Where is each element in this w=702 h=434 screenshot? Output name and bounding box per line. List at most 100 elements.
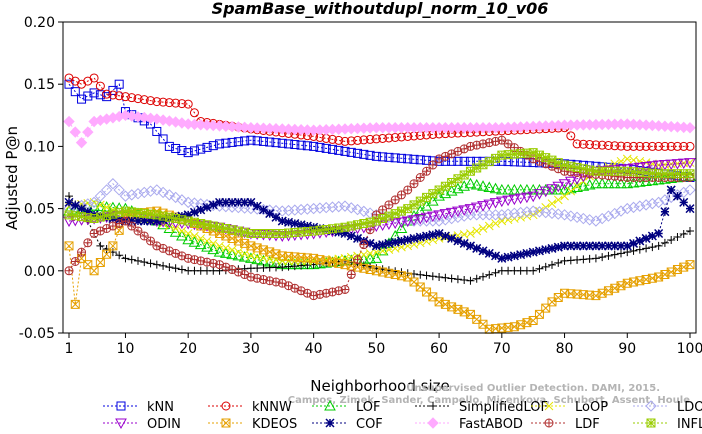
data-point [378, 133, 388, 143]
data-point [502, 208, 514, 220]
data-point [70, 76, 80, 86]
data-point [396, 153, 406, 163]
data-point [521, 206, 533, 218]
data-point [227, 137, 237, 147]
data-point [453, 236, 463, 246]
data-point [422, 192, 432, 202]
data-point [171, 143, 181, 153]
data-point [221, 197, 231, 207]
data-point [627, 201, 640, 214]
legend-item: FastABOD [415, 417, 523, 432]
data-point [453, 304, 463, 314]
data-point [75, 136, 88, 149]
x-tick-label: 80 [556, 341, 574, 357]
data-point [416, 173, 425, 182]
data-point [596, 212, 608, 225]
data-point [276, 205, 288, 217]
data-point [489, 198, 502, 209]
data-point [353, 233, 363, 243]
data-point [83, 91, 93, 101]
legend-item: LOF [312, 399, 381, 415]
data-point [434, 228, 444, 239]
data-point [547, 199, 557, 208]
data-point [401, 216, 414, 228]
data-point [196, 144, 206, 154]
data-point [77, 94, 87, 104]
plot-frame [62, 21, 697, 334]
data-point [384, 152, 394, 162]
data-point [472, 274, 481, 283]
data-point [340, 222, 350, 232]
data-point [666, 141, 676, 151]
data-point [121, 254, 130, 263]
y-axis: -0.05 0.00 0.05 0.10 0.15 0.20 [19, 15, 63, 342]
legend-marker [545, 419, 553, 427]
data-point [652, 196, 665, 209]
data-point [415, 232, 425, 242]
data-point [483, 181, 496, 192]
data-point [502, 195, 514, 207]
data-point [503, 252, 513, 262]
data-point [654, 272, 664, 282]
data-point [146, 236, 155, 245]
data-point [365, 150, 375, 160]
data-point [640, 199, 652, 211]
data-point [616, 281, 626, 291]
data-point [491, 153, 501, 163]
data-point [577, 180, 590, 191]
data-point [602, 210, 615, 222]
data-point [233, 137, 243, 147]
data-point [477, 180, 489, 191]
data-point [610, 250, 619, 259]
data-point [686, 226, 694, 235]
data-point [202, 236, 212, 246]
data-point [635, 236, 645, 246]
data-point [271, 249, 281, 259]
data-point [609, 207, 621, 220]
data-point [64, 73, 74, 83]
data-point [565, 210, 577, 222]
data-point [603, 241, 613, 251]
data-point [566, 186, 576, 196]
data-point [666, 267, 676, 277]
data-point [495, 196, 508, 208]
data-point [646, 174, 659, 186]
watermark-line-2: Campos, Zimek, Sander, Campello, Micenko… [288, 395, 690, 406]
data-point [553, 195, 563, 205]
data-point [484, 157, 494, 167]
data-point [77, 248, 86, 257]
data-point [384, 211, 394, 221]
data-point [409, 277, 419, 287]
data-point [77, 212, 87, 222]
data-point [420, 212, 433, 224]
data-point [489, 182, 502, 194]
data-point [289, 204, 301, 216]
series-inflo [64, 148, 695, 238]
data-point [672, 191, 682, 201]
data-point [403, 185, 412, 194]
data-point [70, 87, 80, 97]
data-point [608, 177, 621, 189]
data-point [685, 204, 695, 214]
data-point [396, 236, 406, 246]
data-point [403, 154, 413, 164]
data-point [164, 98, 174, 108]
data-point [390, 209, 400, 219]
data-point [119, 190, 132, 202]
data-point [679, 197, 689, 207]
data-point [353, 135, 363, 145]
data-point [452, 206, 464, 218]
y-tick-label: 0.20 [24, 15, 55, 31]
data-point [302, 221, 312, 231]
data-point [665, 159, 678, 171]
data-point [233, 236, 243, 246]
data-point [152, 216, 162, 226]
data-point [227, 197, 237, 207]
data-point [415, 155, 425, 165]
data-point [102, 211, 112, 221]
data-point [271, 138, 281, 148]
legend-label: kNN [147, 400, 174, 415]
data-point [296, 220, 306, 230]
data-point [95, 81, 105, 91]
